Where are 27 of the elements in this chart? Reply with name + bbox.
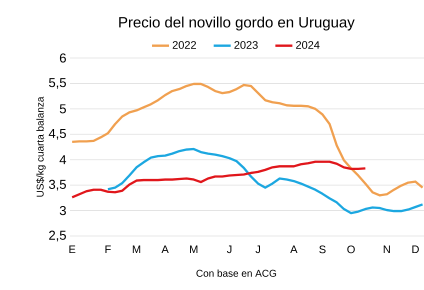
y-axis-title: US$/kg cuarta balanza	[36, 96, 46, 197]
x-tick-label: M	[132, 246, 140, 254]
text: Con base en ACG	[196, 270, 276, 277]
y-tick-label: 4,5	[48, 129, 66, 140]
x-tick-label: A	[290, 246, 298, 254]
x-tick-label: J	[256, 246, 260, 254]
x-tick-label: D	[412, 246, 419, 254]
x-tick-label: M	[190, 246, 198, 254]
y-tick-label: 5,5	[48, 78, 66, 89]
x-tick-label: S	[319, 246, 326, 254]
y-tick-label: 2,5	[49, 230, 66, 242]
y-tick-label: 3,5	[48, 180, 66, 190]
x-tick-label: A	[161, 246, 169, 254]
y-tick-label: 4	[60, 155, 66, 164]
x-tick-label: F	[105, 246, 111, 254]
line-series	[70, 82, 424, 196]
y-tick-label: 6	[60, 53, 66, 63]
y-tick-label: 5	[60, 104, 66, 114]
x-tick-label: O	[347, 246, 355, 254]
legend-label: 2024	[296, 41, 320, 49]
x-tick-label: J	[226, 246, 232, 254]
legend-label: 2022	[172, 41, 196, 49]
legend-label: 2023	[234, 41, 258, 49]
x-tick-label: E	[69, 246, 76, 254]
chart-title: Precio del novillo gordo en Uruguay	[119, 16, 355, 30]
y-tick-label: 3	[60, 206, 66, 216]
x-tick-label: N	[384, 246, 390, 254]
